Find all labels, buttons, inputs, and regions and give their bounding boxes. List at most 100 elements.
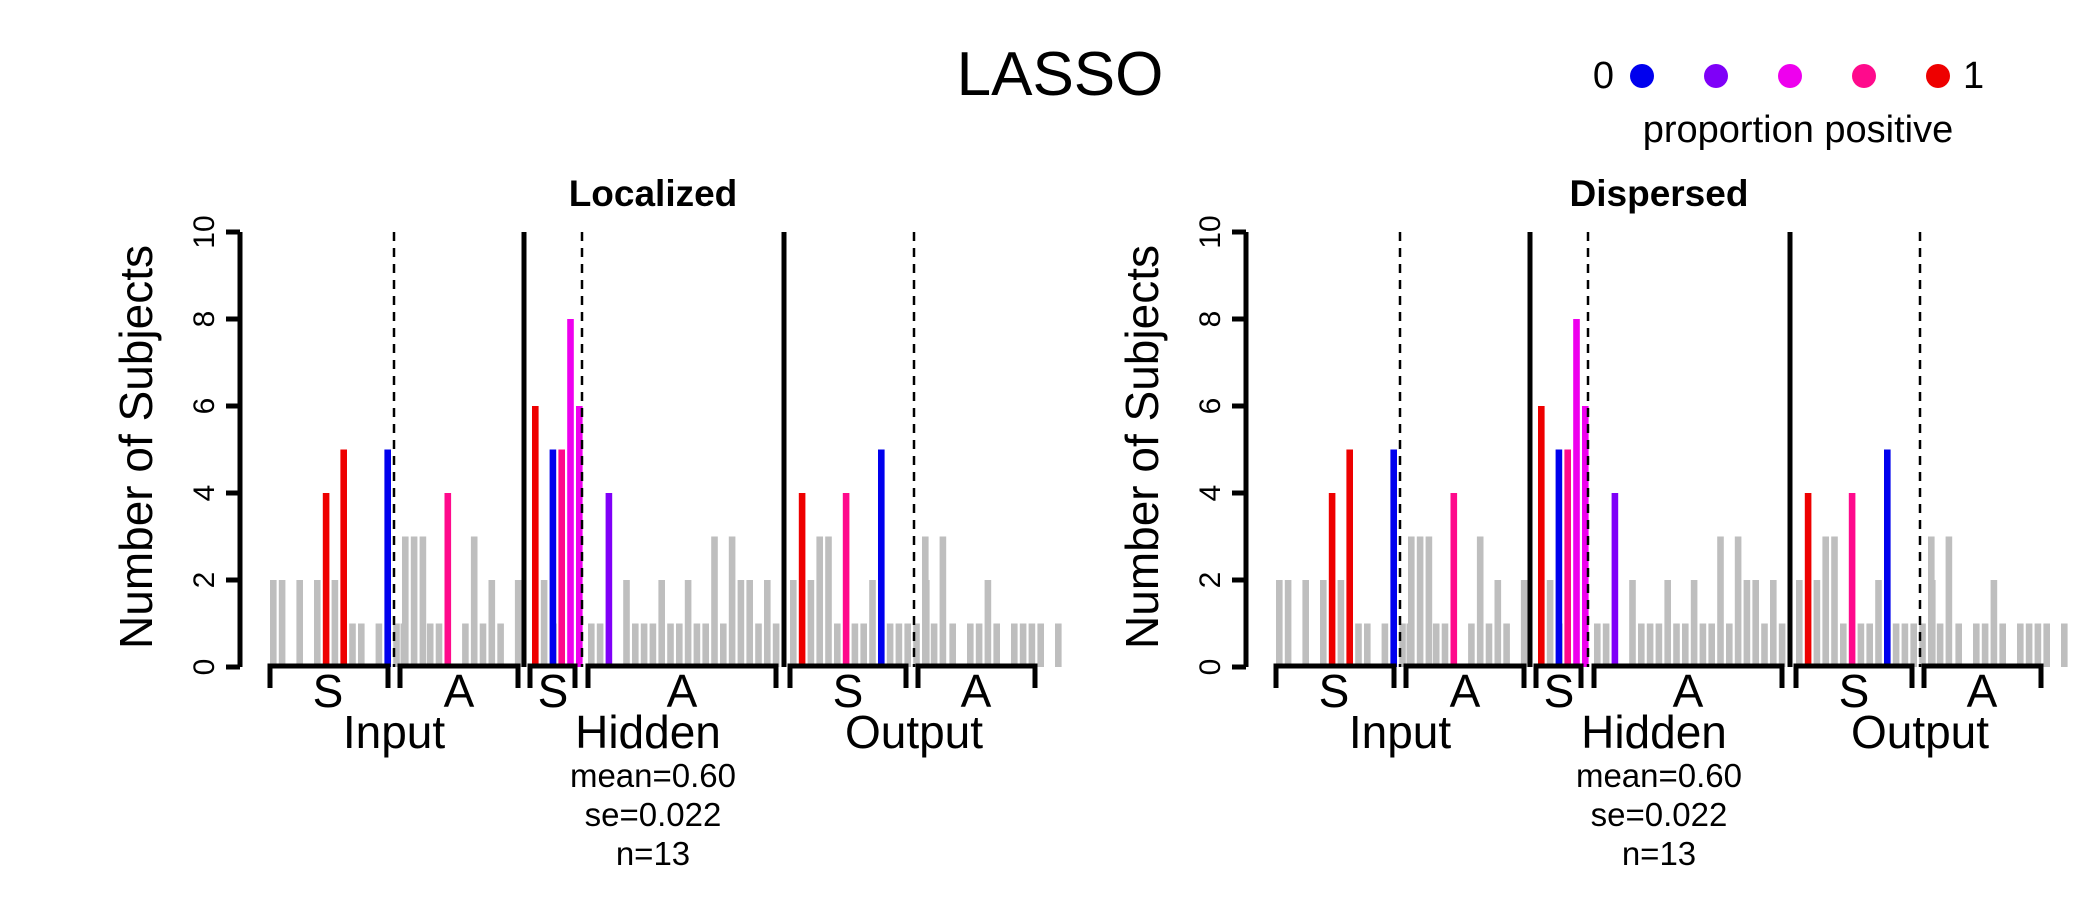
y-tick-label: 4 <box>1194 485 1227 502</box>
bar-output-a-10 <box>1011 623 1018 667</box>
bars <box>1276 319 2068 667</box>
segment-bracket <box>1921 663 2044 688</box>
segment-label-s: S <box>1839 665 1870 717</box>
panel-title: Dispersed <box>1570 173 1749 214</box>
bar-hidden-s-1 <box>1546 580 1554 667</box>
bar-hidden-a-5 <box>632 623 639 667</box>
group-label-hidden: Hidden <box>575 706 721 758</box>
bar-output-a-5 <box>1973 623 1980 667</box>
legend: 0 1 proportion positive <box>1593 55 1984 151</box>
segment-label-s: S <box>538 665 569 717</box>
bar-output-a-12 <box>1028 623 1036 667</box>
segment-bracket <box>1273 663 1397 688</box>
bar-output-s-5 <box>834 623 841 667</box>
bar-hidden-a-0 <box>1594 623 1601 667</box>
bar-input-s-17 <box>419 536 427 667</box>
bar-input-s-0 <box>1276 580 1283 667</box>
bar-input-s-15 <box>1408 536 1415 667</box>
bar-output-s-16 <box>1936 623 1944 667</box>
y-tick-label: 0 <box>1194 659 1227 676</box>
bar-hidden-a-19 <box>755 623 762 667</box>
bar-hidden-a-10 <box>1682 623 1689 667</box>
y-tick-label: 10 <box>188 215 221 248</box>
bar-hidden-a-13 <box>1708 623 1715 667</box>
y-tick-label: 6 <box>1194 398 1227 415</box>
bar-output-a-15 <box>1055 623 1062 667</box>
bar-hidden-a-4 <box>623 580 630 667</box>
bar-hidden-a-11 <box>684 580 692 667</box>
bar-hidden-s-1 <box>540 580 548 667</box>
y-axis-title: Number of Subjects <box>1116 245 1168 649</box>
bar-hidden-s-5 <box>1582 406 1589 667</box>
segment-label-a: A <box>444 665 475 717</box>
bar-output-s-9 <box>869 580 876 667</box>
bar-input-s-1 <box>1284 580 1292 667</box>
bar-output-s-1 <box>1804 493 1812 667</box>
legend-title: proportion positive <box>1643 109 1954 151</box>
bar-output-a-10 <box>2017 623 2024 667</box>
bar-output-s-9 <box>1875 580 1882 667</box>
bar-output-s-12 <box>895 623 903 667</box>
bar-hidden-a-13 <box>702 623 709 667</box>
bar-input-s-12 <box>1381 623 1389 667</box>
bar-hidden-a-9 <box>1673 623 1680 667</box>
bar-output-s-0 <box>1796 580 1803 667</box>
y-tick-label: 8 <box>188 311 221 328</box>
bar-hidden-a-5 <box>1638 623 1645 667</box>
bar-hidden-a-18 <box>1752 580 1759 667</box>
bar-hidden-s-0 <box>1538 406 1545 667</box>
bar-input-s-10 <box>358 623 365 667</box>
bar-hidden-s-5 <box>576 406 583 667</box>
segment-bracket <box>1591 663 1785 688</box>
bar-input-s-9 <box>1355 623 1362 667</box>
bar-output-a-3 <box>1955 623 1962 667</box>
bar-output-s-4 <box>1831 536 1838 667</box>
bar-input-a-0 <box>400 623 408 667</box>
bar-input-a-4 <box>435 623 443 667</box>
bar-output-s-13 <box>904 623 911 667</box>
bar-input-s-17 <box>1425 536 1433 667</box>
bar-hidden-s-2 <box>1555 449 1563 667</box>
bar-input-a-10 <box>488 580 496 667</box>
panel-title: Localized <box>569 173 738 214</box>
segment-label-a: A <box>667 665 698 717</box>
bar-hidden-a-14 <box>711 536 718 667</box>
group-label-input: Input <box>1349 706 1452 758</box>
bar-input-a-5 <box>444 493 452 667</box>
group-label-output: Output <box>845 706 983 758</box>
bar-input-a-5 <box>1450 493 1458 667</box>
y-axis-title: Number of Subjects <box>110 245 162 649</box>
bar-input-a-10 <box>1494 580 1502 667</box>
bar-output-a-6 <box>1981 623 1989 667</box>
bar-input-a-13 <box>1520 580 1528 667</box>
bar-input-s-13 <box>384 449 391 667</box>
bar-output-s-10 <box>1884 449 1891 667</box>
bar-hidden-s-3 <box>558 449 565 667</box>
bar-input-s-9 <box>349 623 356 667</box>
bar-output-s-17 <box>939 536 947 667</box>
bar-input-s-6 <box>322 493 330 667</box>
bar-hidden-a-7 <box>1655 623 1663 667</box>
bar-input-a-3 <box>1432 623 1440 667</box>
bar-input-a-9 <box>1485 623 1493 667</box>
y-tick-label: 6 <box>188 398 221 415</box>
bar-input-s-1 <box>278 580 286 667</box>
bar-hidden-a-18 <box>746 580 753 667</box>
bar-input-a-11 <box>1503 623 1510 667</box>
bar-hidden-s-4 <box>1573 319 1580 667</box>
bar-output-s-5 <box>1840 623 1847 667</box>
segment-label-s: S <box>833 665 864 717</box>
bar-input-s-12 <box>375 623 383 667</box>
bar-output-s-8 <box>860 623 867 667</box>
bar-hidden-a-10 <box>676 623 683 667</box>
bar-output-s-6 <box>1848 493 1856 667</box>
bar-hidden-a-1 <box>1602 623 1610 667</box>
bar-hidden-a-15 <box>1726 623 1733 667</box>
bar-output-a-7 <box>1990 580 1998 667</box>
stat-n: n=13 <box>1622 835 1696 872</box>
bar-input-s-8 <box>1346 449 1353 667</box>
bar-output-s-12 <box>1901 623 1909 667</box>
segment-bracket <box>527 663 578 688</box>
